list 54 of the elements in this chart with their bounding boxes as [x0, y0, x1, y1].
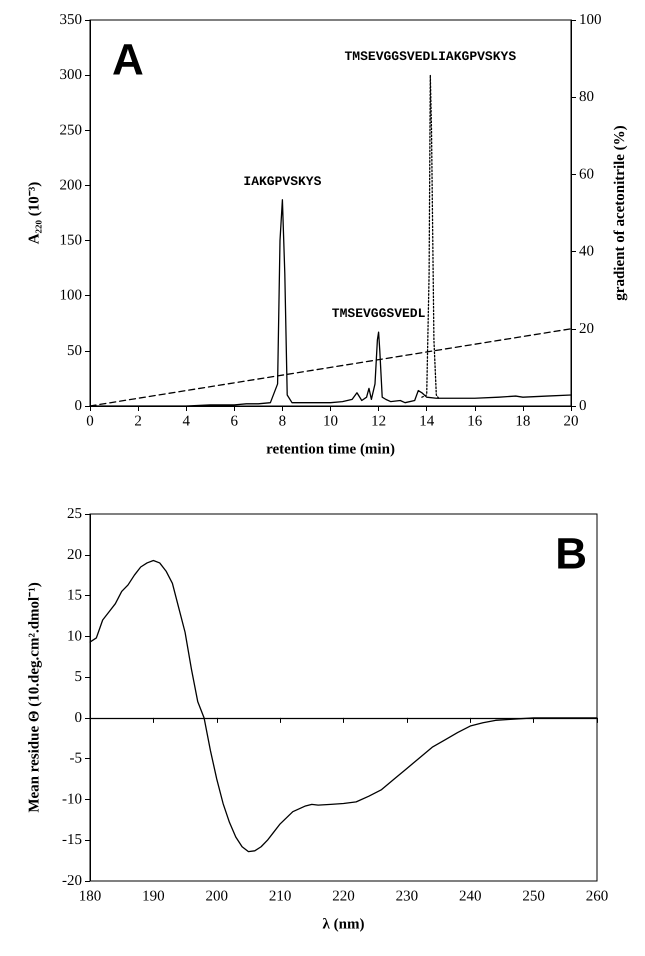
y2-tick-label: 100 [579, 12, 602, 28]
x-tick-label: 8 [278, 414, 286, 430]
y-tick-label: 25 [67, 506, 82, 522]
x-tick-label: 220 [332, 888, 355, 904]
y-tick-label: 20 [67, 546, 82, 563]
x-tick-label: 20 [564, 414, 578, 430]
x-tick-label: 16 [467, 414, 483, 430]
y-tick-label: 0 [74, 398, 82, 414]
y-tick-label: 200 [60, 177, 82, 194]
x-tick-label: 10 [323, 414, 338, 430]
x-tick-label: 180 [78, 888, 102, 904]
x-tick-label: 2 [134, 414, 142, 430]
y-tick-label: 5 [74, 669, 82, 686]
x-tick-label: 6 [230, 414, 239, 430]
x-tick-label: 18 [515, 414, 530, 430]
x-tick-label: 230 [396, 888, 418, 904]
y-tick-label: -15 [62, 832, 82, 848]
x-tick-label: 190 [142, 888, 165, 904]
x-tick-label: 12 [371, 414, 386, 430]
y2-tick-label: 40 [579, 244, 594, 260]
annotation: TMSEVGGSVEDL [332, 306, 426, 322]
x-tick-label: 260 [586, 888, 608, 904]
y2-tick-label: 60 [579, 166, 594, 182]
x-tick-label: 210 [268, 888, 292, 904]
y-tick-label: 50 [67, 342, 82, 359]
annotation: A [112, 36, 144, 84]
x-tick-label: 240 [459, 888, 482, 904]
y2-tick-label: 80 [579, 89, 594, 106]
y-tick-label: 100 [60, 288, 82, 304]
y-axis-title: A₂₂₀ (10⁻³) [26, 182, 42, 244]
y2-tick-label: 20 [579, 320, 594, 337]
y2-axis-title: gradient of acetonitrile (%) [612, 125, 628, 301]
y-tick-label: 150 [60, 232, 82, 249]
y-tick-label: 0 [74, 710, 82, 726]
x-tick-label: 0 [86, 414, 94, 430]
annotation: IAKGPVSKYS [243, 174, 322, 189]
annotation: B [555, 530, 588, 578]
y-tick-label: 15 [67, 588, 82, 604]
y-tick-label: 250 [60, 122, 82, 138]
y-tick-label: 10 [67, 628, 82, 644]
y-axis-title: Mean residue Θ (10.deg.cm².dmol⁻¹) [26, 582, 42, 813]
x-tick-label: 4 [182, 414, 190, 430]
y-tick-label: 300 [60, 67, 82, 84]
x-axis-title: λ (nm) [322, 916, 364, 932]
y-tick-label: -10 [62, 791, 82, 808]
y-tick-label: -20 [62, 873, 82, 889]
x-axis-title: retention time (min) [266, 442, 395, 458]
y-tick-label: 350 [60, 12, 82, 28]
annotation: TMSEVGGSVEDLIAKGPVSKYS [344, 49, 516, 64]
x-tick-label: 14 [419, 414, 435, 430]
x-tick-label: 200 [206, 888, 228, 904]
y-tick-label: -5 [70, 750, 82, 767]
y2-tick-label: 0 [579, 398, 586, 414]
x-tick-label: 250 [522, 888, 545, 904]
